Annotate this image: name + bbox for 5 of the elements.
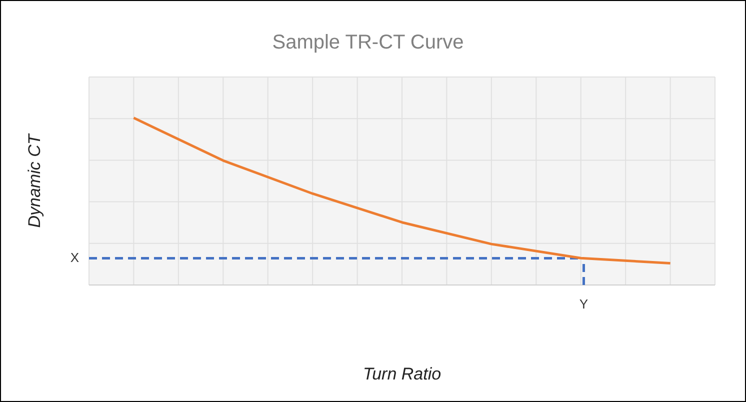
y-axis-title: Dynamic CT [24,132,44,228]
chart-title: Sample TR-CT Curve [272,32,464,54]
text: Y [579,296,588,312]
ref-line-label: X [70,250,80,265]
x-axis-title: Turn Ratio [362,364,442,384]
